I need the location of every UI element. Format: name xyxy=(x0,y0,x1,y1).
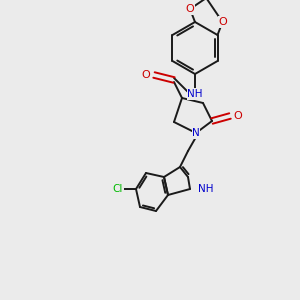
Text: NH: NH xyxy=(187,89,203,99)
Text: N: N xyxy=(192,128,200,138)
Text: Cl: Cl xyxy=(113,184,123,194)
Text: O: O xyxy=(142,70,150,80)
Text: O: O xyxy=(234,111,242,121)
Text: NH: NH xyxy=(198,184,214,194)
Text: O: O xyxy=(186,4,194,14)
Text: O: O xyxy=(218,17,227,27)
